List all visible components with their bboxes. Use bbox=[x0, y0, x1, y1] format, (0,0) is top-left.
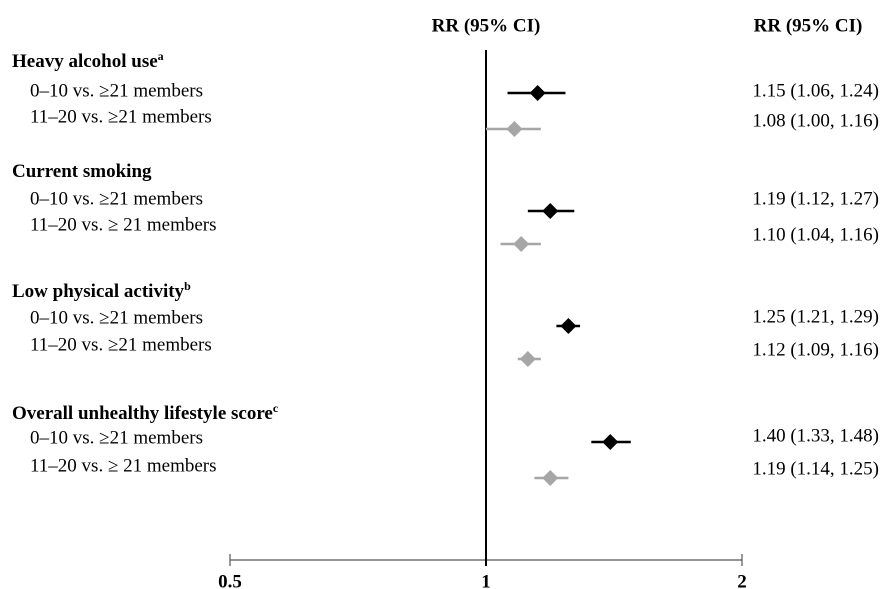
group-heading: Heavy alcohol usea bbox=[12, 49, 164, 73]
row-label: 0–10 vs. ≥21 members bbox=[30, 80, 203, 101]
row-label: 0–10 vs. ≥21 members bbox=[30, 427, 203, 448]
row-label: 11–20 vs. ≥21 members bbox=[30, 334, 212, 355]
value-label: 1.12 (1.09, 1.16) bbox=[752, 339, 879, 360]
heading-superscript: a bbox=[158, 49, 164, 63]
estimate-diamond bbox=[542, 470, 559, 486]
heading-text: Low physical activity bbox=[12, 281, 185, 302]
heading-text: Overall unhealthy lifestyle score bbox=[12, 403, 273, 424]
x-tick-label: 2 bbox=[737, 571, 747, 589]
estimate-diamond bbox=[506, 121, 523, 137]
column-title: RR (95% CI) bbox=[754, 15, 863, 36]
estimate-diamond bbox=[529, 85, 546, 101]
row-label: 0–10 vs. ≥21 members bbox=[30, 307, 203, 328]
x-tick-label: 0.5 bbox=[218, 571, 242, 589]
value-label: 1.40 (1.33, 1.48) bbox=[752, 425, 879, 446]
value-label: 1.19 (1.12, 1.27) bbox=[752, 188, 879, 209]
row-label: 11–20 vs. ≥ 21 members bbox=[30, 455, 217, 476]
x-tick-label: 1 bbox=[481, 571, 491, 589]
heading-text: Current smoking bbox=[12, 161, 152, 182]
value-label: 1.25 (1.21, 1.29) bbox=[752, 306, 879, 327]
row-label: 11–20 vs. ≥21 members bbox=[30, 106, 212, 127]
row-label: 11–20 vs. ≥ 21 members bbox=[30, 214, 217, 235]
group-heading: Current smoking bbox=[12, 161, 152, 182]
heading-superscript: b bbox=[184, 279, 191, 293]
estimate-diamond bbox=[602, 434, 619, 450]
row-label: 0–10 vs. ≥21 members bbox=[30, 188, 203, 209]
value-label: 1.15 (1.06, 1.24) bbox=[752, 80, 879, 101]
value-label: 1.10 (1.04, 1.16) bbox=[752, 224, 879, 245]
estimate-diamond bbox=[560, 318, 577, 334]
estimate-diamond bbox=[542, 203, 559, 219]
value-label: 1.08 (1.00, 1.16) bbox=[752, 110, 879, 131]
estimate-diamond bbox=[519, 351, 536, 367]
heading-text: Heavy alcohol use bbox=[12, 51, 158, 72]
heading-superscript: c bbox=[273, 401, 279, 415]
estimate-diamond bbox=[513, 236, 530, 252]
value-label: 1.19 (1.14, 1.25) bbox=[752, 458, 879, 479]
group-heading: Low physical activityb bbox=[12, 279, 191, 303]
group-heading: Overall unhealthy lifestyle scorec bbox=[12, 401, 279, 425]
chart-title: RR (95% CI) bbox=[432, 15, 541, 36]
